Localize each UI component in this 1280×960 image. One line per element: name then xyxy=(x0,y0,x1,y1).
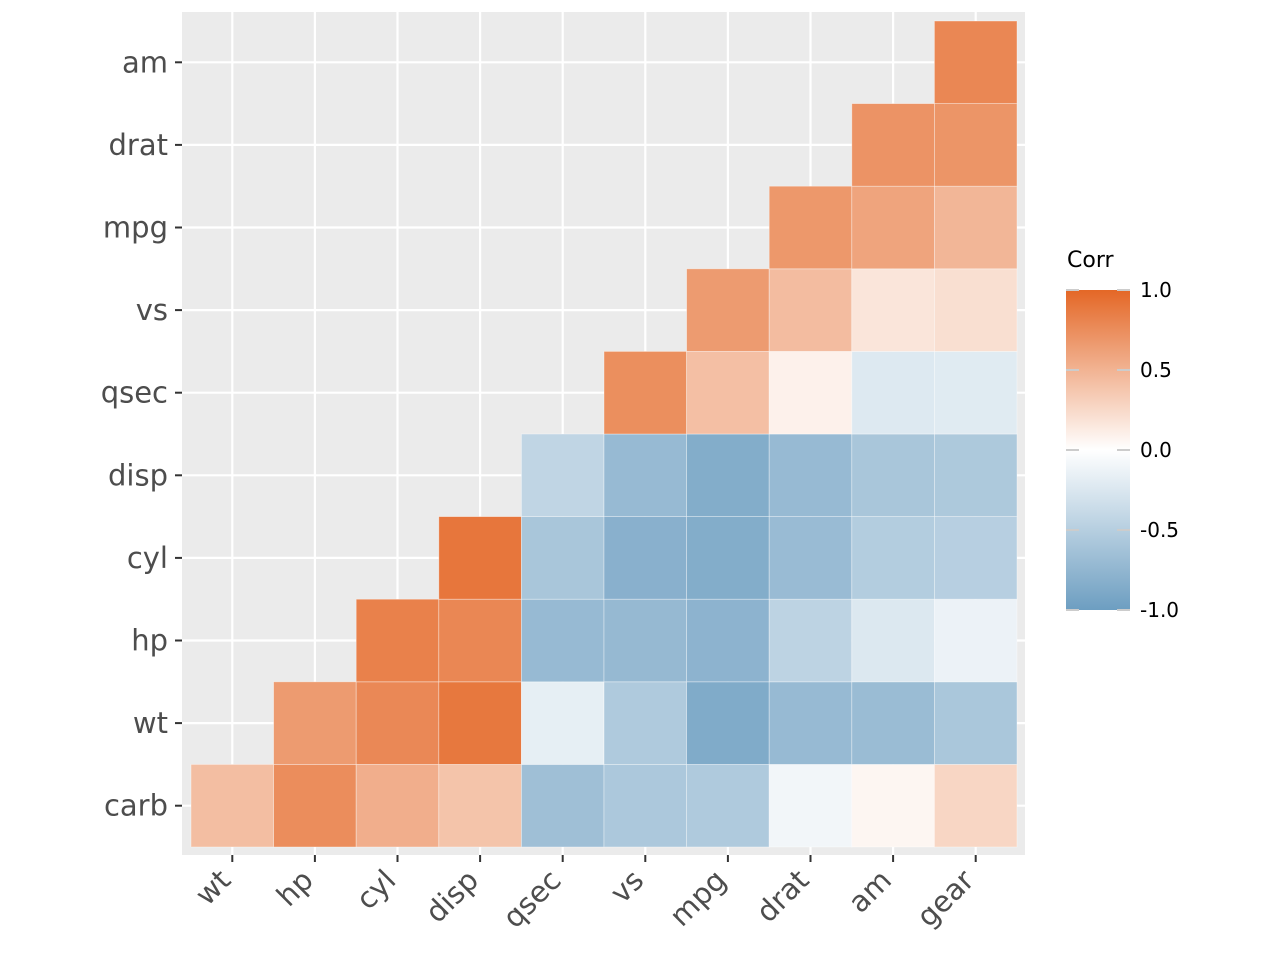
heatmap-cell-am-disp xyxy=(851,433,935,517)
heatmap-cell-gear-carb xyxy=(934,764,1018,848)
heatmap-cell-am-drat xyxy=(851,103,935,187)
heatmap-cell-mpg-disp xyxy=(686,433,770,517)
heatmap-cell-vs-wt xyxy=(603,681,687,765)
legend-ticks: 1.0 0.5 0.0 -0.5 -1.0 xyxy=(1066,278,1179,622)
heatmap-cell-drat-wt xyxy=(768,681,853,765)
heatmap-cell-vs-disp xyxy=(603,433,687,517)
heatmap-cell-gear-wt xyxy=(934,681,1018,765)
x-tick-label-cyl: cyl xyxy=(349,863,402,916)
legend-tick-label: -0.5 xyxy=(1140,518,1179,542)
x-tick-label-qsec: qsec xyxy=(496,863,568,935)
heatmap-cell-gear-mpg xyxy=(934,185,1018,270)
x-tick-label-hp: hp xyxy=(270,863,320,913)
heatmap-cell-disp-wt xyxy=(438,681,522,765)
x-axis: wt hp cyl disp qsec vs mpg drat am gear xyxy=(188,855,981,935)
heatmap-cell-am-mpg xyxy=(851,185,935,270)
heatmap-cell-vs-qsec xyxy=(603,350,687,435)
heatmap-cell-am-qsec xyxy=(851,350,935,435)
y-tick-label-hp: hp xyxy=(131,624,168,658)
heatmap-cell-disp-hp xyxy=(438,598,522,683)
heatmap-cell-am-cyl xyxy=(851,516,935,600)
heatmap-cell-gear-am xyxy=(934,20,1018,104)
y-tick-label-carb: carb xyxy=(104,789,168,823)
x-tick-label-wt: wt xyxy=(188,863,237,912)
y-axis: carb wt hp cyl disp qsec vs mpg drat am xyxy=(101,45,182,823)
heatmap-cell-mpg-wt xyxy=(686,681,770,765)
heatmap-cell-vs-cyl xyxy=(603,516,687,600)
heatmap-cell-mpg-cyl xyxy=(686,516,770,600)
heatmap-cell-disp-cyl xyxy=(438,516,522,600)
heatmap-cell-drat-disp xyxy=(768,433,853,517)
heatmap-cell-drat-cyl xyxy=(768,516,853,600)
heatmap-cell-gear-hp xyxy=(934,598,1018,683)
heatmap-cell-mpg-carb xyxy=(686,764,770,848)
y-tick-label-cyl: cyl xyxy=(127,541,168,575)
x-tick-label-gear: gear xyxy=(910,863,981,934)
legend-tick-label: 0.0 xyxy=(1140,438,1172,462)
heatmap-cell-gear-cyl xyxy=(934,516,1018,600)
heatmap-cell-cyl-hp xyxy=(355,598,440,683)
x-tick-label-disp: disp xyxy=(419,863,485,929)
heatmap-cell-vs-hp xyxy=(603,598,687,683)
y-tick-label-disp: disp xyxy=(108,458,168,492)
heatmap-cell-disp-carb xyxy=(438,764,522,848)
x-tick-label-mpg: mpg xyxy=(663,863,733,933)
heatmap-cell-gear-vs xyxy=(934,268,1018,352)
heatmap-cell-mpg-hp xyxy=(686,598,770,683)
heatmap-cell-drat-carb xyxy=(768,764,853,848)
y-tick-label-drat: drat xyxy=(109,128,168,162)
heatmap-cell-cyl-carb xyxy=(355,764,440,848)
heatmap-tiles xyxy=(190,20,1018,848)
heatmap-cell-drat-mpg xyxy=(768,185,853,270)
legend-title: Corr xyxy=(1067,248,1114,273)
legend-tick-label: 1.0 xyxy=(1140,278,1172,302)
heatmap-cell-wt-carb xyxy=(190,764,274,848)
heatmap-cell-drat-vs xyxy=(768,268,853,352)
legend: Corr 1.0 0.5 0.0 -0.5 -1.0 xyxy=(1066,248,1179,622)
y-tick-label-am: am xyxy=(122,45,168,79)
heatmap-cell-qsec-carb xyxy=(521,764,605,848)
heatmap-cell-am-wt xyxy=(851,681,935,765)
heatmap-cell-am-hp xyxy=(851,598,935,683)
heatmap-cell-qsec-cyl xyxy=(521,516,605,600)
heatmap-cell-mpg-qsec xyxy=(686,350,770,435)
heatmap-cell-am-vs xyxy=(851,268,935,352)
heatmap-cell-drat-hp xyxy=(768,598,853,683)
heatmap-cell-drat-qsec xyxy=(768,350,853,435)
heatmap-cell-gear-drat xyxy=(934,103,1018,187)
y-tick-label-vs: vs xyxy=(136,293,168,327)
heatmap-cell-qsec-hp xyxy=(521,598,605,683)
heatmap-cell-hp-carb xyxy=(273,764,357,848)
x-tick-label-drat: drat xyxy=(749,863,815,929)
heatmap-cell-gear-disp xyxy=(934,433,1018,517)
x-tick-label-vs: vs xyxy=(603,863,650,910)
legend-tick-label: -1.0 xyxy=(1140,598,1179,622)
heatmap-cell-qsec-wt xyxy=(521,681,605,765)
heatmap-cell-qsec-disp xyxy=(521,433,605,517)
x-tick-label-am: am xyxy=(841,863,898,920)
heatmap-cell-vs-carb xyxy=(603,764,687,848)
heatmap-cell-hp-wt xyxy=(273,681,357,765)
heatmap-cell-cyl-wt xyxy=(355,681,440,765)
heatmap-cell-mpg-vs xyxy=(686,268,770,352)
heatmap-cell-gear-qsec xyxy=(934,350,1018,435)
y-tick-label-mpg: mpg xyxy=(103,211,168,245)
heatmap-cell-am-carb xyxy=(851,764,935,848)
y-tick-label-wt: wt xyxy=(133,706,168,740)
y-tick-label-qsec: qsec xyxy=(101,376,168,410)
legend-tick-label: 0.5 xyxy=(1140,358,1172,382)
